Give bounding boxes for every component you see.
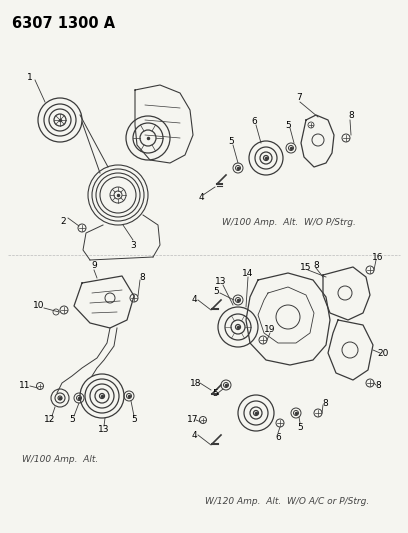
Text: 17: 17 (187, 416, 199, 424)
Text: 18: 18 (190, 378, 202, 387)
Text: 14: 14 (242, 270, 254, 279)
Text: 4: 4 (198, 193, 204, 203)
Text: 5: 5 (131, 416, 137, 424)
Text: 4: 4 (191, 295, 197, 304)
Text: 4: 4 (191, 431, 197, 440)
Text: 15: 15 (300, 262, 312, 271)
Text: 11: 11 (19, 382, 31, 391)
Text: 13: 13 (215, 278, 227, 287)
Text: 2: 2 (60, 216, 66, 225)
Text: W/100 Amp.  Alt.  W/O P/Strg.: W/100 Amp. Alt. W/O P/Strg. (222, 218, 356, 227)
Text: W/120 Amp.  Alt.  W/O A/C or P/Strg.: W/120 Amp. Alt. W/O A/C or P/Strg. (205, 497, 369, 506)
Text: 8: 8 (139, 273, 145, 282)
Text: 6: 6 (251, 117, 257, 126)
Text: 5: 5 (285, 120, 291, 130)
Text: 8: 8 (322, 399, 328, 408)
Text: W/100 Amp.  Alt.: W/100 Amp. Alt. (22, 455, 98, 464)
Text: 5: 5 (213, 287, 219, 295)
Text: 10: 10 (33, 302, 45, 311)
Text: 8: 8 (313, 261, 319, 270)
Text: 13: 13 (98, 425, 110, 434)
Text: 7: 7 (296, 93, 302, 102)
Text: 6307 1300 A: 6307 1300 A (12, 16, 115, 31)
Text: 8: 8 (375, 381, 381, 390)
Text: 8: 8 (348, 111, 354, 120)
Text: 12: 12 (44, 416, 55, 424)
Text: 5: 5 (212, 389, 218, 398)
Text: 5: 5 (228, 138, 234, 147)
Text: 3: 3 (130, 240, 136, 249)
Text: 19: 19 (264, 326, 276, 335)
Text: 1: 1 (27, 72, 33, 82)
Text: 5: 5 (297, 423, 303, 432)
Text: 5: 5 (69, 416, 75, 424)
Text: 20: 20 (377, 349, 389, 358)
Text: 9: 9 (91, 262, 97, 271)
Text: 16: 16 (372, 253, 384, 262)
Text: 6: 6 (275, 432, 281, 441)
